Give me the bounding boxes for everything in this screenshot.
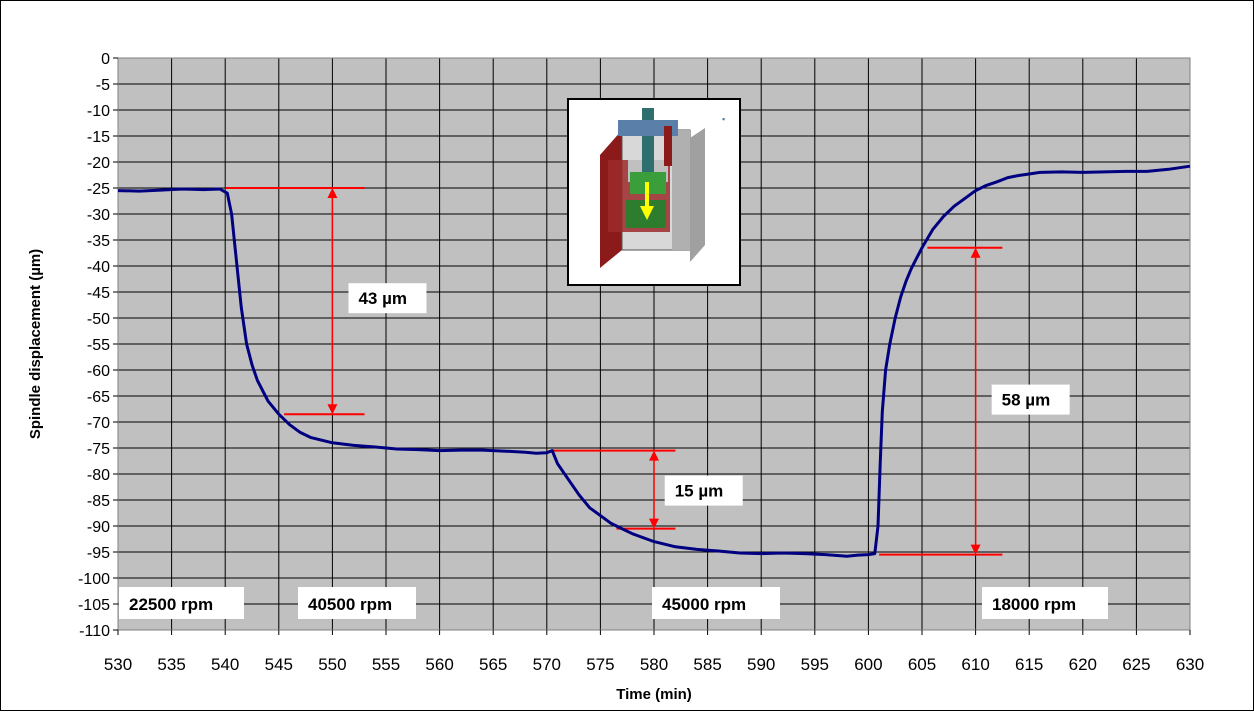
speed-label: 40500 rpm: [308, 595, 392, 614]
y-tick-label: -55: [87, 337, 110, 354]
x-axis-label: Time (min): [616, 686, 692, 703]
y-tick-label: -25: [87, 181, 110, 198]
y-tick-label: -15: [87, 129, 110, 146]
x-tick-label: 615: [1015, 655, 1043, 674]
x-tick-label: 585: [693, 655, 721, 674]
value-label: 15 µm: [675, 482, 724, 501]
x-tick-label: 575: [586, 655, 614, 674]
y-tick-label: -5: [96, 77, 110, 94]
x-tick-label: 535: [157, 655, 185, 674]
x-tick-label: 560: [425, 655, 453, 674]
y-tick-label: -85: [87, 493, 110, 510]
y-tick-label: 0: [101, 51, 110, 68]
speed-label: 18000 rpm: [992, 595, 1076, 614]
x-tick-label: 540: [211, 655, 239, 674]
y-tick-label: -100: [78, 571, 110, 588]
y-tick-label: -50: [87, 311, 110, 328]
x-tick-label: 530: [104, 655, 132, 674]
y-tick-label: -65: [87, 389, 110, 406]
x-tick-label: 625: [1122, 655, 1150, 674]
speed-label: 45000 rpm: [662, 595, 746, 614]
speed-label: 22500 rpm: [129, 595, 213, 614]
value-label: 58 µm: [1002, 391, 1051, 410]
x-tick-label: 570: [533, 655, 561, 674]
x-tick-label: 630: [1176, 655, 1204, 674]
y-tick-label: -30: [87, 207, 110, 224]
x-tick-label: 555: [372, 655, 400, 674]
x-tick-label: 565: [479, 655, 507, 674]
y-tick-label: -20: [87, 155, 110, 172]
x-tick-label: 595: [801, 655, 829, 674]
value-label: 43 µm: [358, 289, 407, 308]
y-tick-label: -110: [79, 623, 110, 640]
y-tick-label: -45: [87, 285, 110, 302]
y-tick-label: -90: [87, 519, 110, 536]
x-tick-label: 600: [854, 655, 882, 674]
x-tick-label: 590: [747, 655, 775, 674]
y-tick-label: -10: [87, 103, 110, 120]
x-tick-label: 620: [1069, 655, 1097, 674]
y-tick-label: -70: [87, 415, 110, 432]
x-tick-label: 545: [265, 655, 293, 674]
y-tick-label: -40: [87, 259, 110, 276]
y-tick-label: -60: [87, 363, 110, 380]
x-tick-label: 605: [908, 655, 936, 674]
y-tick-label: -80: [87, 467, 110, 484]
spindle-cutaway-icon: ▪: [568, 99, 740, 285]
x-tick-label: 580: [640, 655, 668, 674]
svg-text:▪: ▪: [722, 114, 725, 124]
x-tick-label: 550: [318, 655, 346, 674]
y-tick-label: -95: [87, 545, 110, 562]
y-tick-label: -105: [78, 597, 110, 614]
y-tick-label: -35: [87, 233, 110, 250]
x-tick-label: 610: [961, 655, 989, 674]
y-axis-label: Spindle displacement (µm): [27, 249, 44, 439]
y-tick-label: -75: [87, 441, 110, 458]
